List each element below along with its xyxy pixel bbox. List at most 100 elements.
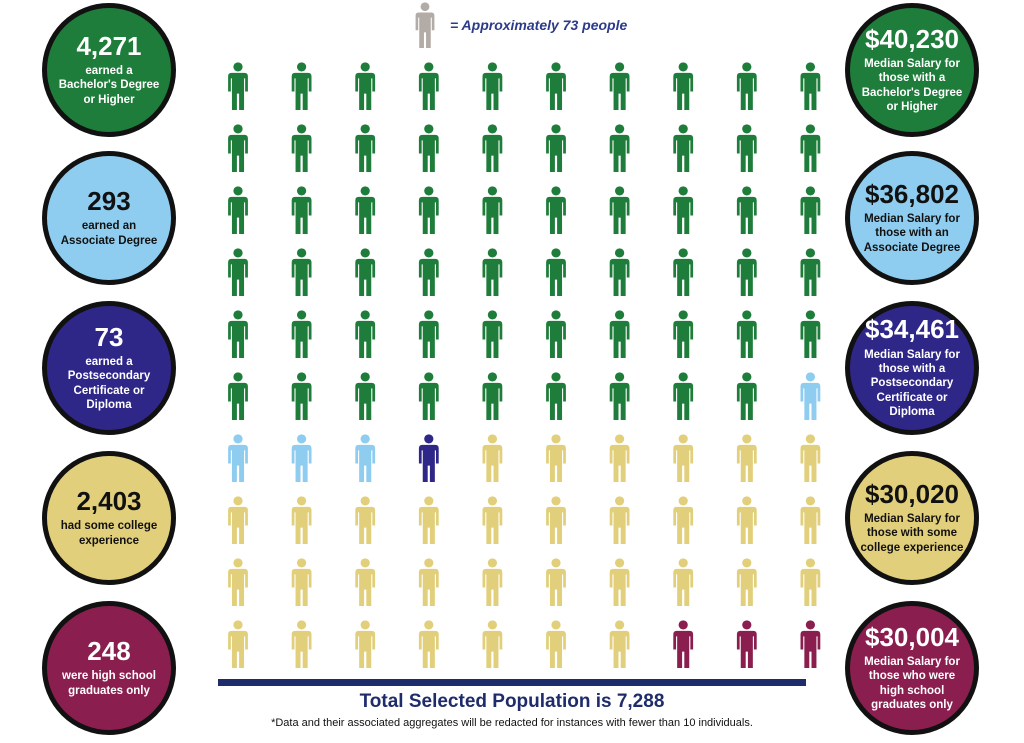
person-icon-bachelor: [291, 124, 312, 172]
high-school-salary-label: Median Salary for those who were high sc…: [864, 655, 960, 712]
person-icon-associate: [355, 434, 376, 482]
associate-salary-circle: $36,802 Median Salary for those with an …: [845, 151, 979, 285]
person-icon-some_college: [736, 558, 757, 606]
person-icon-bachelor: [355, 186, 376, 234]
person-icon-some_college: [609, 496, 630, 544]
person-icon-bachelor: [228, 186, 248, 234]
person-icon-some_college: [228, 620, 248, 668]
person-icon-bachelor: [291, 372, 312, 420]
person-icon-some_college: [355, 620, 376, 668]
person-icon-bachelor: [609, 124, 630, 172]
person-icon-bachelor: [291, 62, 312, 110]
person-icon-some_college: [482, 496, 503, 544]
person-icon-bachelor: [228, 62, 248, 110]
person-icon-some_college: [800, 434, 821, 482]
person-icon-bachelor: [673, 124, 694, 172]
person-icon-some_college: [291, 496, 312, 544]
person-icon-bachelor: [482, 124, 503, 172]
person-icon-some_college: [546, 434, 566, 482]
person-icon-some_college: [355, 496, 376, 544]
person-icon-bachelor: [355, 62, 376, 110]
certificate-salary-label: Median Salary for those with a Postsecon…: [864, 348, 960, 419]
person-icon-some_college: [546, 620, 566, 668]
associate-salary: $36,802: [865, 178, 959, 209]
person-icon-bachelor: [418, 248, 439, 296]
person-icon-some_college: [482, 558, 503, 606]
bachelor-salary-label: Median Salary for those with a Bachelor'…: [861, 57, 963, 114]
person-icon-bachelor: [546, 186, 566, 234]
person-icon-some_college: [609, 620, 630, 668]
person-icon: [415, 2, 435, 48]
person-icon-bachelor: [291, 186, 312, 234]
person-icon-bachelor: [228, 310, 248, 358]
person-icon-bachelor: [482, 62, 503, 110]
high-school-salary-circle: $30,004 Median Salary for those who were…: [845, 601, 979, 735]
person-icon-some_college: [482, 620, 503, 668]
person-icon-bachelor: [736, 186, 757, 234]
some-college-salary-label: Median Salary for those with some colleg…: [860, 513, 964, 554]
person-icon-bachelor: [418, 186, 439, 234]
person-icon-bachelor: [482, 186, 503, 234]
person-icon-bachelor: [800, 62, 821, 110]
some-college-count-circle: 2,403 had some college experience: [42, 451, 176, 585]
person-icon-some_college: [228, 558, 248, 606]
certificate-salary-circle: $34,461 Median Salary for those with a P…: [845, 301, 979, 435]
bachelor-salary-circle: $40,230 Median Salary for those with a B…: [845, 3, 979, 137]
high-school-count: 248: [87, 635, 131, 666]
associate-count-circle: 293 earned an Associate Degree: [42, 151, 176, 285]
person-icon-some_college: [800, 558, 821, 606]
person-icon-bachelor: [546, 372, 566, 420]
person-icon-bachelor: [546, 124, 566, 172]
person-icon-some_college: [418, 558, 439, 606]
person-icon-bachelor: [418, 124, 439, 172]
person-icon-bachelor: [482, 372, 503, 420]
person-icon-some_college: [418, 620, 439, 668]
high-school-count-label: were high school graduates only: [62, 670, 156, 697]
person-icon-bachelor: [609, 372, 630, 420]
associate-count-label: earned an Associate Degree: [60, 220, 158, 247]
person-icon-bachelor: [228, 124, 248, 172]
certificate-salary: $34,461: [865, 314, 959, 345]
person-icon-bachelor: [736, 248, 757, 296]
person-icon-bachelor: [355, 124, 376, 172]
certificate-count-label: earned a Postsecondary Certificate or Di…: [67, 355, 151, 412]
person-icon-some_college: [673, 434, 694, 482]
person-icon-bachelor: [800, 186, 821, 234]
associate-salary-label: Median Salary for those with an Associat…: [863, 213, 961, 254]
person-icon-high_school: [800, 620, 821, 668]
bachelor-salary: $40,230: [865, 23, 959, 54]
person-icon-bachelor: [736, 124, 757, 172]
person-icon-bachelor: [355, 372, 376, 420]
bachelor-count: 4,271: [76, 30, 142, 61]
person-icon-some_college: [609, 558, 630, 606]
person-icon-some_college: [546, 496, 566, 544]
some-college-salary-circle: $30,020 Median Salary for those with som…: [845, 451, 979, 585]
total-population: Total Selected Population is 7,288: [359, 691, 665, 712]
person-icon-bachelor: [800, 124, 821, 172]
person-icon-bachelor: [673, 62, 694, 110]
person-icon-bachelor: [673, 372, 694, 420]
person-icon-bachelor: [609, 248, 630, 296]
associate-count: 293: [87, 185, 131, 216]
person-icon-bachelor: [609, 310, 630, 358]
person-icon-bachelor: [355, 248, 376, 296]
legend: = Approximately 73 people: [414, 2, 627, 48]
person-icon-bachelor: [291, 248, 312, 296]
pictograph-grid: [228, 62, 821, 668]
person-icon-bachelor: [482, 248, 503, 296]
person-icon-bachelor: [673, 186, 694, 234]
base-line: [218, 679, 806, 686]
person-icon-some_college: [228, 496, 248, 544]
person-icon-certificate: [418, 434, 439, 482]
person-icon-bachelor: [673, 310, 694, 358]
person-icon-bachelor: [355, 310, 376, 358]
person-icon-some_college: [482, 434, 503, 482]
certificate-count-circle: 73 earned a Postsecondary Certificate or…: [42, 301, 176, 435]
person-icon-bachelor: [673, 248, 694, 296]
person-icon-associate: [800, 372, 821, 420]
person-icon-bachelor: [228, 248, 248, 296]
person-icon-high_school: [736, 620, 757, 668]
person-icon-associate: [228, 434, 248, 482]
bachelor-count-circle: 4,271 earned a Bachelor's Degree or High…: [42, 3, 176, 137]
person-icon-high_school: [673, 620, 694, 668]
